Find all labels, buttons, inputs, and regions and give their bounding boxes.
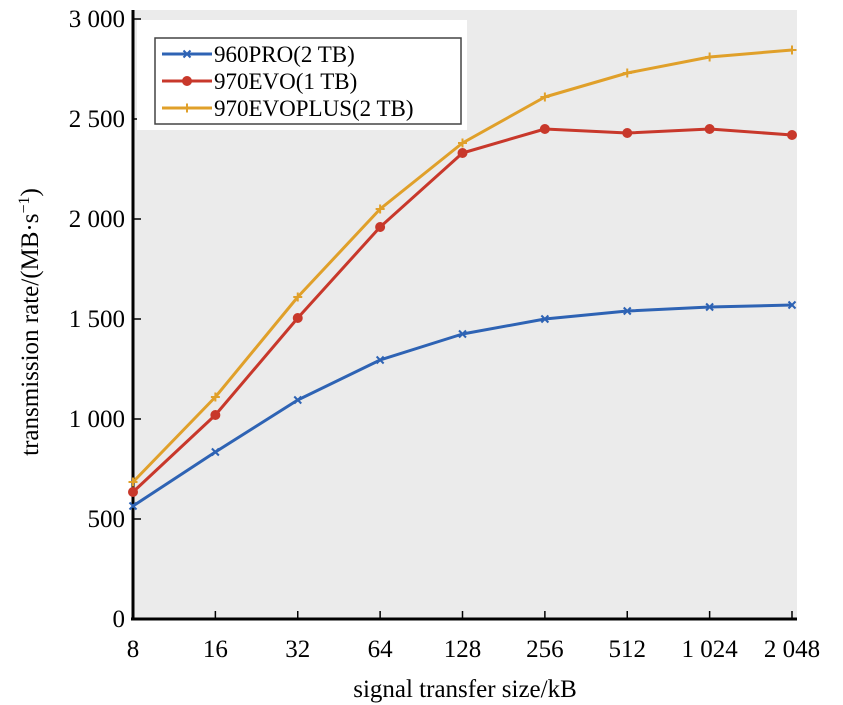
- y-axis-label-close: ): [17, 188, 44, 196]
- y-tick-label: 1 000: [69, 406, 125, 433]
- data-point: [211, 447, 220, 457]
- legend-marker: [182, 103, 192, 113]
- legend-marker: [182, 49, 192, 59]
- x-tick-label: 32: [285, 636, 310, 663]
- y-tick-label: 2 500: [69, 106, 125, 133]
- data-point: [128, 487, 138, 497]
- y-axis-label-main: transmission rate/(MB·s: [17, 214, 44, 456]
- data-point: [128, 501, 138, 511]
- data-point: [375, 222, 386, 232]
- series-3: [128, 45, 797, 487]
- legend: 960PRO(2 TB)970EVO(1 TB)970EVOPLUS(2 TB): [137, 20, 467, 130]
- data-point: [623, 306, 632, 316]
- y-ticks: 0 500 1 000 1 500 2 000 2 500 3 000: [69, 6, 141, 633]
- legend-item: 970EVO(1 TB): [162, 69, 357, 94]
- y-tick-label: 2 000: [69, 206, 125, 233]
- data-point: [210, 392, 220, 402]
- y-axis-label-superscript: −1: [16, 196, 33, 213]
- series-layer: [128, 45, 797, 511]
- data-point: [787, 45, 797, 55]
- data-point: [705, 302, 714, 312]
- data-point: [458, 329, 467, 339]
- data-point: [540, 92, 550, 102]
- legend-border: [154, 37, 462, 125]
- data-point: [705, 52, 715, 62]
- y-tick-label: 500: [88, 506, 126, 533]
- y-tick-label: 1 500: [69, 306, 125, 333]
- data-point: [128, 477, 138, 487]
- series-1: [128, 300, 797, 511]
- data-point: [293, 395, 302, 405]
- data-point: [787, 130, 797, 140]
- x-tick-label: 64: [368, 636, 394, 663]
- data-point: [458, 138, 467, 148]
- data-point: [704, 124, 715, 134]
- x-tick-label: 8: [127, 636, 140, 663]
- y-tick-label: 3 000: [69, 6, 125, 33]
- x-axis-label: signal transfer size/kB: [353, 676, 577, 703]
- x-tick-label: 1 024: [682, 636, 739, 663]
- y-axis-label: transmission rate/(MB·s−1): [16, 188, 44, 456]
- data-point: [540, 314, 550, 324]
- legend-item: 960PRO(2 TB): [162, 42, 355, 67]
- data-point: [539, 124, 550, 134]
- data-point: [210, 410, 221, 420]
- x-tick-label: 16: [203, 636, 228, 663]
- series-2: [128, 124, 797, 497]
- data-point: [787, 300, 797, 310]
- legend-label: 970EVO(1 TB): [214, 69, 357, 94]
- x-ticks: 8 16 32 64 128 256 512 1 024 2 048: [127, 611, 820, 663]
- x-tick-label: 256: [526, 636, 564, 663]
- y-tick-label: 0: [113, 606, 126, 633]
- legend-item: 970EVOPLUS(2 TB): [162, 96, 414, 121]
- x-tick-label: 512: [609, 636, 647, 663]
- data-point: [622, 128, 633, 138]
- x-tick-label: 2 048: [764, 636, 820, 663]
- legend-label: 970EVOPLUS(2 TB): [214, 96, 414, 121]
- x-tick-label: 128: [444, 636, 482, 663]
- legend-marker: [182, 76, 192, 86]
- data-point: [622, 68, 632, 78]
- data-point: [457, 148, 468, 158]
- data-point: [292, 313, 303, 323]
- data-point: [375, 204, 385, 214]
- legend-label: 960PRO(2 TB): [214, 42, 355, 67]
- data-point: [375, 355, 385, 365]
- data-point: [293, 292, 303, 302]
